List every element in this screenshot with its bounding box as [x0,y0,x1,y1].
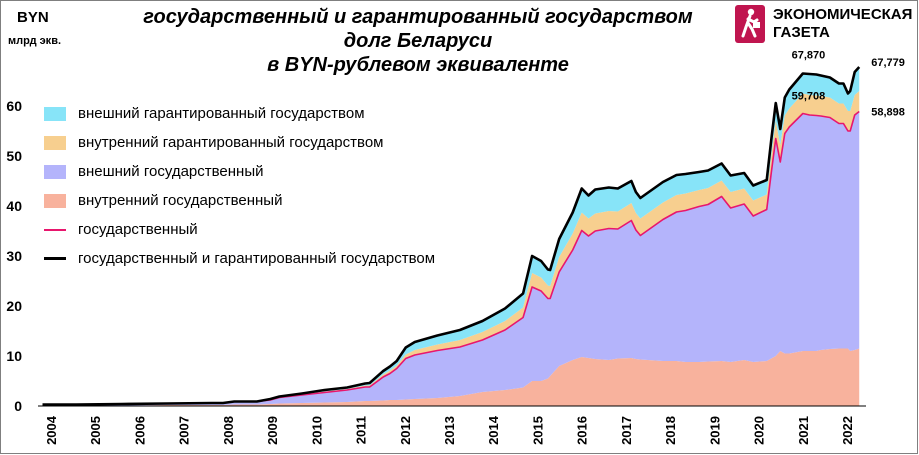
logo-text: ЭКОНОМИЧЕСКАЯ ГАЗЕТА [773,6,912,42]
line-state-debt [42,110,860,406]
y-tick-label: 50 [6,148,22,164]
legend-swatch [44,107,66,121]
legend-swatch [44,136,66,150]
y-axis-unit-subtitle: млрд экв. [8,35,62,47]
x-tick-label: 2007 [177,416,192,445]
data-label: 67,779 [871,57,905,69]
x-tick-label: 2008 [221,416,236,445]
legend-label: государственный [78,221,198,238]
chart-title-line-3: в BYN-рублевом эквиваленте [267,54,569,76]
legend-swatch [44,257,66,260]
x-tick-label: 2021 [796,416,811,445]
x-tick-label: 2017 [619,416,634,445]
legend-item: внутренний государственный [44,191,564,211]
y-tick-label: 10 [6,348,22,364]
data-label: 58,898 [871,107,905,119]
legend-item: государственный и гарантированный госуда… [44,249,564,269]
x-tick-label: 2004 [44,415,59,445]
legend-item: государственный [44,220,564,240]
legend-swatch [44,194,66,208]
legend-label: внутренний государственный [78,192,283,209]
x-tick-label: 2009 [265,416,280,445]
logo-text-line-1: ЭКОНОМИЧЕСКАЯ [773,6,913,23]
line-total-debt [42,66,861,406]
legend-label: внутренний гарантированный государством [78,134,384,151]
x-tick-label: 2005 [88,416,103,445]
legend-swatch [44,229,66,231]
y-axis-unit: BYN [17,9,49,26]
legend-item: внутренний гарантированный государством [44,133,564,153]
legend-item: внешний государственный [44,162,564,182]
x-tick-label: 2014 [486,415,501,445]
x-tick-label: 2016 [575,416,590,445]
chart-title: государственный и гарантированный госуда… [118,5,718,77]
x-tick-label: 2006 [132,416,147,445]
x-tick-label: 2020 [752,416,767,445]
y-tick-label: 30 [6,248,22,264]
x-tick-label: 2010 [309,416,324,445]
x-tick-label: 2011 [354,416,369,444]
area-external-state [42,111,860,406]
chart-title-line-1: государственный и гарантированный госуда… [143,6,693,28]
x-tick-label: 2019 [707,416,722,445]
legend-label: внешний государственный [78,163,264,180]
publisher-logo: ЭКОНОМИЧЕСКАЯ ГАЗЕТА [735,5,915,45]
logo-walker-icon [735,5,765,43]
legend-item: внешний гарантированный государством [44,104,564,124]
legend-label: государственный и гарантированный госуда… [78,250,436,267]
x-tick-label: 2018 [663,416,678,445]
y-tick-label: 40 [6,198,22,214]
data-label: 59,708 [792,90,826,102]
x-tick-label: 2012 [398,416,413,445]
y-tick-label: 0 [14,398,22,414]
x-tick-label: 2022 [840,416,855,445]
legend-swatch [44,165,66,179]
legend-label: внешний гарантированный государством [78,105,365,122]
x-tick-label: 2013 [442,416,457,445]
y-tick-label: 20 [6,298,22,314]
x-tick-label: 2015 [530,416,545,445]
area-domestic-state [42,348,860,406]
logo-text-line-2: ГАЗЕТА [773,24,830,41]
y-tick-label: 60 [6,98,22,114]
data-label: 67,870 [792,50,826,62]
area-external-guaranteed [42,67,860,405]
chart-title-line-2: долг Беларуси [343,30,493,52]
